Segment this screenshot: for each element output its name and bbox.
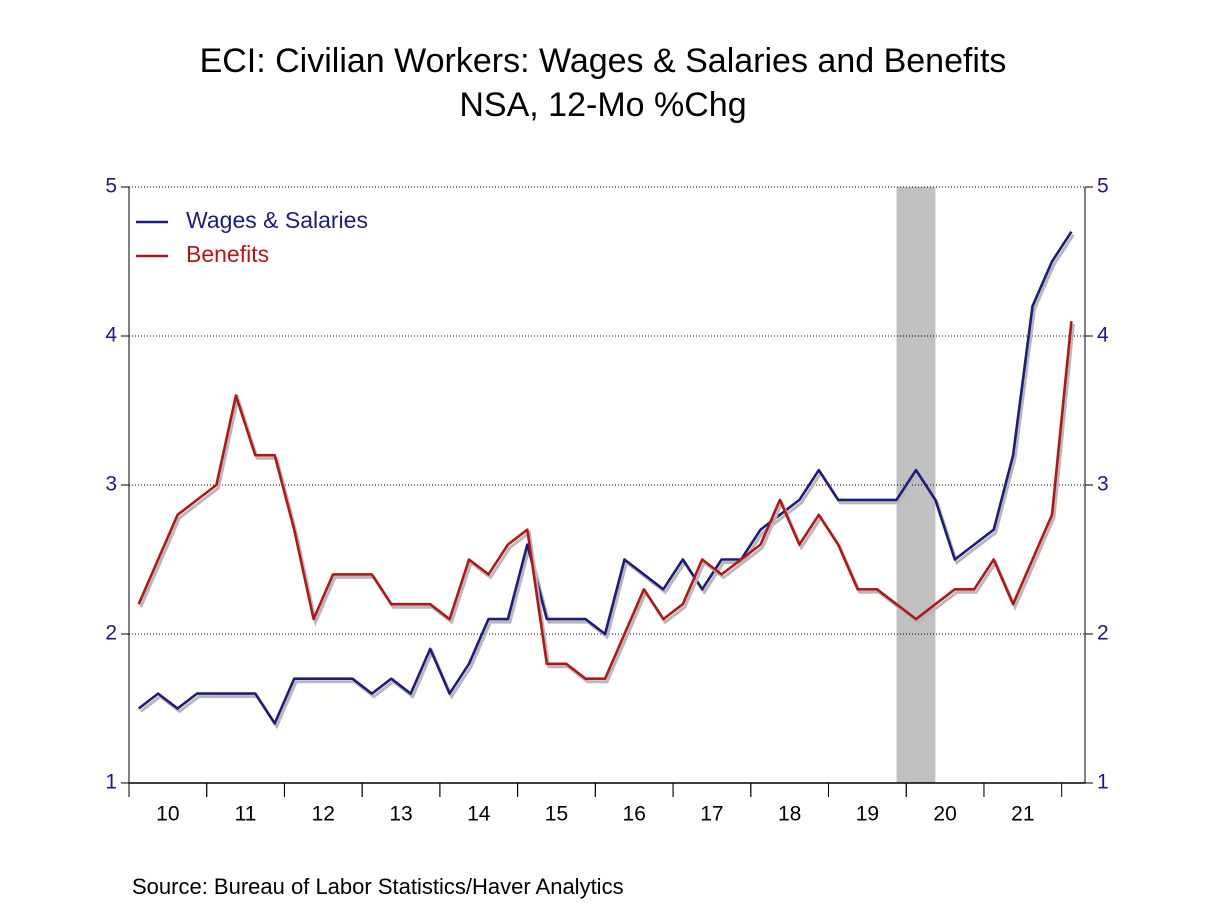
x-tick-label: 17 (700, 803, 723, 826)
x-tick-label: 12 (312, 803, 335, 826)
line-shadow (139, 323, 1075, 684)
y2-tick-label: 5 (1097, 175, 1109, 198)
source-note: Source: Bureau of Labor Statistics/Haver… (132, 874, 624, 899)
y2-tick-label: 1 (1097, 771, 1109, 794)
y-tick-label: 1 (105, 771, 117, 794)
x-tick-label: 19 (856, 803, 879, 826)
y-tick-label: 5 (105, 175, 117, 198)
x-tick-label: 13 (389, 803, 412, 826)
series-line (137, 320, 1073, 680)
x-tick-label: 20 (933, 803, 956, 826)
x-tick-label: 14 (467, 803, 491, 826)
y-tick-label: 4 (105, 324, 117, 347)
series-line (137, 230, 1073, 725)
x-tick-label: 16 (623, 803, 646, 826)
y2-tick-label: 3 (1097, 473, 1109, 496)
chart-title: ECI: Civilian Workers: Wages & Salaries … (200, 42, 1007, 80)
x-tick-label: 15 (545, 803, 568, 826)
x-tick-label: 21 (1011, 803, 1034, 826)
x-tick-label: 11 (235, 803, 257, 826)
y-tick-label: 2 (105, 622, 117, 645)
y2-tick-label: 2 (1097, 622, 1109, 645)
legend-label: Wages & Salaries (186, 207, 368, 233)
y2-tick-label: 4 (1097, 324, 1109, 347)
x-tick-label: 18 (778, 803, 801, 826)
x-tick-label: 10 (156, 803, 179, 826)
legend-label: Benefits (186, 241, 269, 267)
y-tick-label: 3 (105, 473, 117, 496)
chart-subtitle: NSA, 12-Mo %Chg (459, 86, 746, 124)
